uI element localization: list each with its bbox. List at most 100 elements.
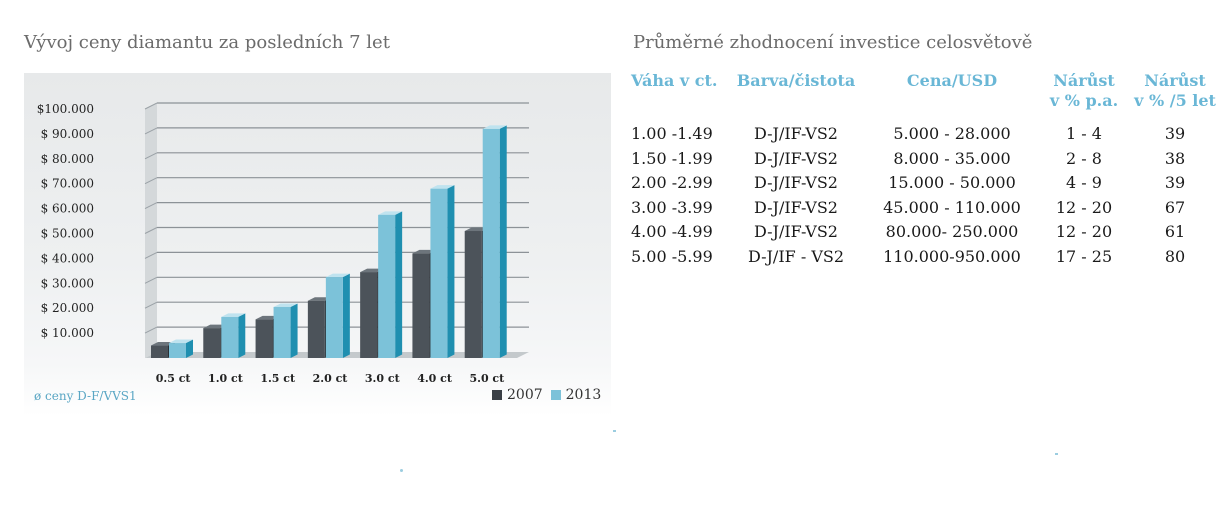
cell-color-clarity: D-J/IF-VS2	[754, 197, 838, 217]
header-price: Cena/USD	[906, 71, 998, 90]
x-tick-label: 1.5 ct	[260, 372, 296, 385]
cell-price: 110.000-950.000	[883, 246, 1021, 266]
cell-growth-5y: 39	[1164, 124, 1186, 143]
bar-top-2013	[430, 185, 455, 189]
cell-growth-5y: 80	[1164, 246, 1186, 266]
investment-table: Váha v ct. Barva/čistota Cena/USD Nárůst…	[631, 68, 1221, 271]
cell-weight: 3.00 -3.99	[631, 197, 713, 217]
x-tick-label: 1.0 ct	[208, 372, 244, 385]
bar-2007	[307, 300, 325, 358]
x-tick-label: 3.0 ct	[365, 372, 401, 385]
y-tick-label: $ 50.000	[41, 227, 94, 241]
bar-2007	[412, 253, 430, 358]
cell-color-clarity: D-J/IF-VS2	[754, 173, 838, 192]
table-row: 3.00 -3.99 D-J/IF-VS2 45.000 - 110.000 1…	[631, 198, 1221, 223]
gridline-depth	[144, 152, 158, 160]
bar-side-2013	[499, 125, 507, 358]
gridline-depth	[144, 301, 158, 309]
cell-color-clarity: D-J/IF-VS2	[754, 148, 838, 168]
cell-price: 45.000 - 110.000	[883, 197, 1021, 217]
bar-top-2013	[221, 313, 246, 317]
cell-growth-pa: 1 - 4	[1066, 124, 1102, 143]
y-tick-label: $ 30.000	[41, 276, 94, 290]
cell-weight: 1.50 -1.99	[631, 148, 713, 168]
cell-weight: 5.00 -5.99	[631, 246, 713, 266]
bar-chart-panel: $100.000 $ 90.000 $ 80.000 $ 70.000 $ 60.000…	[24, 73, 611, 416]
bar-top-2013	[325, 273, 350, 278]
x-tick-label: 2.0 ct	[313, 372, 349, 385]
cell-price: 5.000 - 28.000	[893, 124, 1011, 143]
bar-2007	[151, 345, 168, 358]
table-header: Váha v ct. Barva/čistota Cena/USD Nárůst…	[631, 68, 1221, 124]
y-tick-label: $ 70.000	[41, 177, 94, 191]
bar-side-2013	[290, 303, 298, 358]
gridline-depth	[144, 326, 158, 334]
gridline-depth	[144, 202, 158, 210]
bar-2013	[482, 128, 500, 358]
cell-price: 80.000- 250.000	[885, 222, 1019, 241]
bar-2007	[255, 319, 273, 358]
bar-2013	[430, 188, 448, 358]
cell-growth-5y: 61	[1164, 222, 1186, 241]
table-title: Průměrné zhodnocení investice celosvětov…	[633, 32, 1033, 53]
legend-item-2007: 2007	[492, 387, 543, 403]
cell-weight: 4.00 -4.99	[631, 222, 713, 241]
gridline-depth	[144, 177, 158, 185]
gridline-depth	[144, 102, 158, 110]
bar-2007	[203, 328, 221, 358]
table-body: 1.00 -1.49 D-J/IF-VS2 5.000 - 28.000 1 -…	[631, 124, 1221, 271]
chart-legend: 2007 2013	[492, 387, 601, 403]
cell-price: 15.000 - 50.000	[888, 173, 1016, 192]
x-tick-label: 4.0 ct	[417, 372, 453, 385]
gridline-depth	[144, 227, 158, 234]
table-row: 4.00 -4.99 D-J/IF-VS2 80.000- 250.000 12…	[631, 222, 1221, 247]
bar-2013	[169, 343, 186, 358]
cell-growth-pa: 12 - 20	[1055, 197, 1113, 217]
legend-swatch-2007	[492, 390, 502, 400]
cell-growth-5y: 39	[1164, 173, 1186, 192]
table-row: 1.00 -1.49 D-J/IF-VS2 5.000 - 28.000 1 -…	[631, 124, 1221, 149]
bar-top-2013	[482, 125, 507, 129]
bar-chart: $100.000 $ 90.000 $ 80.000 $ 70.000 $ 60.000…	[37, 102, 529, 385]
cell-color-clarity: D-J/IF - VS2	[747, 246, 845, 266]
bar-2007	[360, 272, 378, 358]
bar-side-2013	[447, 185, 455, 358]
legend-item-2013: 2013	[550, 387, 601, 403]
bar-2007	[464, 231, 482, 358]
bar-top-2007	[255, 315, 280, 320]
y-tick-label: $ 80.000	[41, 152, 94, 166]
cell-growth-pa: 4 - 9	[1066, 173, 1102, 192]
decorative-speck	[400, 469, 403, 472]
bar-side-2013	[395, 211, 403, 358]
header-growth-pa: Nárůst v % p.a.	[1049, 71, 1119, 110]
cell-growth-pa: 2 - 8	[1066, 148, 1102, 168]
bar-2013	[221, 316, 239, 358]
cell-weight: 1.00 -1.49	[631, 124, 713, 143]
cell-price: 8.000 - 35.000	[893, 148, 1011, 168]
bar-2013	[378, 214, 396, 358]
header-color-clarity: Barva/čistota	[736, 71, 856, 90]
y-tick-label: $ 90.000	[41, 127, 94, 141]
y-tick-label: $100.000	[37, 102, 94, 116]
gridline-depth	[144, 127, 158, 135]
cell-weight: 2.00 -2.99	[631, 173, 713, 192]
chart-title: Vývoj ceny diamantu za posledních 7 let	[24, 32, 390, 53]
table-row: 5.00 -5.99 D-J/IF - VS2 110.000-950.000 …	[631, 247, 1221, 272]
bar-top-2013	[169, 339, 193, 344]
header-weight: Váha v ct.	[631, 71, 718, 90]
x-tick-label: 5.0 ct	[469, 372, 505, 385]
bar-2013	[325, 277, 343, 358]
y-tick-label: $ 40.000	[41, 251, 94, 265]
decorative-speck	[1055, 453, 1058, 455]
bar-top-2013	[273, 303, 298, 307]
cell-growth-5y: 38	[1164, 148, 1186, 168]
cell-color-clarity: D-J/IF-VS2	[754, 124, 838, 143]
bar-2013	[273, 306, 291, 358]
y-tick-label: $ 10.000	[41, 326, 94, 340]
bar-side-2013	[342, 273, 350, 358]
decorative-speck	[613, 430, 616, 432]
legend-swatch-2013	[550, 390, 561, 400]
y-tick-label: $ 60.000	[41, 202, 94, 216]
cell-growth-pa: 17 - 25	[1055, 246, 1113, 266]
cell-growth-pa: 12 - 20	[1055, 222, 1113, 241]
